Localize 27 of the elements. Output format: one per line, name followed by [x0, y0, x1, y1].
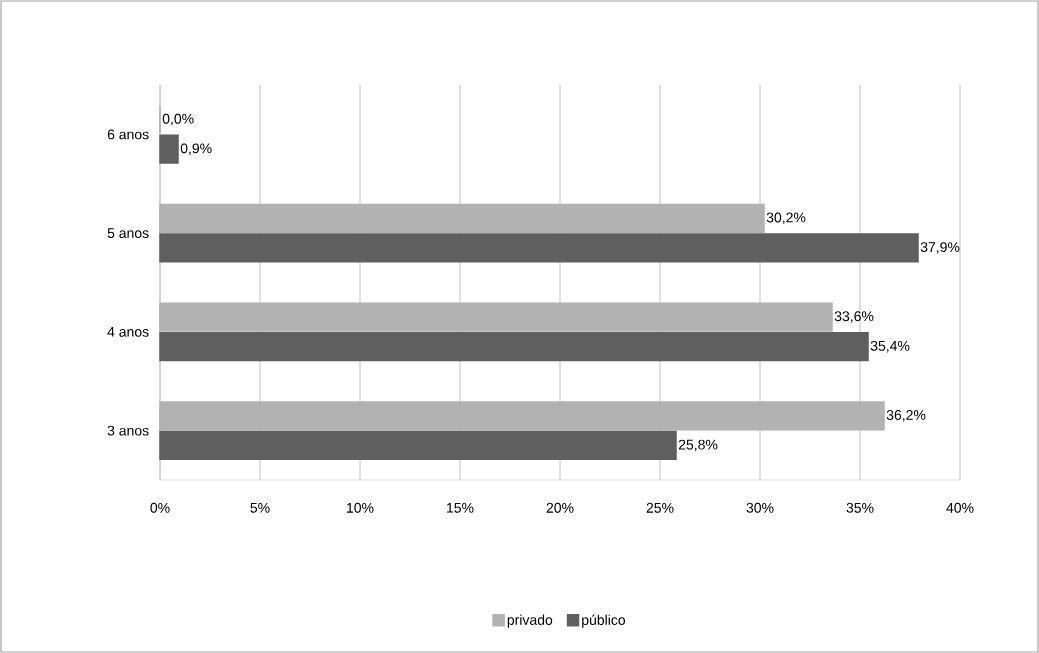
bar: [159, 332, 869, 362]
x-tick-label: 20%: [546, 502, 574, 513]
x-tick-label: 35%: [846, 502, 874, 513]
x-tick-label: 5%: [250, 502, 270, 513]
data-label: 36,2%: [886, 410, 926, 422]
legend-label: privado: [507, 614, 553, 628]
data-label: 0,0%: [162, 113, 194, 126]
x-tick-label: 25%: [646, 502, 674, 513]
x-tick-label: 10%: [347, 502, 374, 513]
x-tick-label: 30%: [746, 502, 774, 513]
y-tick-label: 4 anos: [107, 327, 149, 337]
data-label: 33,6%: [834, 311, 874, 323]
x-tick-label: 15%: [447, 502, 474, 513]
bar: [159, 233, 919, 263]
y-tick-label: 5 anos: [107, 228, 149, 239]
data-label: 30,2%: [766, 212, 806, 225]
y-tick-label: 6 anos: [107, 129, 149, 140]
data-label: 35,4%: [870, 340, 910, 353]
x-tick-label: 40%: [946, 502, 974, 513]
bar: [159, 430, 677, 461]
y-tick-label: 3 anos: [107, 425, 149, 436]
data-label: 25,8%: [678, 439, 718, 452]
legend-label: público: [582, 614, 626, 628]
data-label: 37,9%: [920, 242, 960, 254]
x-tick-label: 0%: [150, 502, 170, 513]
data-label: 0,9%: [180, 143, 212, 155]
bar: [159, 134, 179, 164]
